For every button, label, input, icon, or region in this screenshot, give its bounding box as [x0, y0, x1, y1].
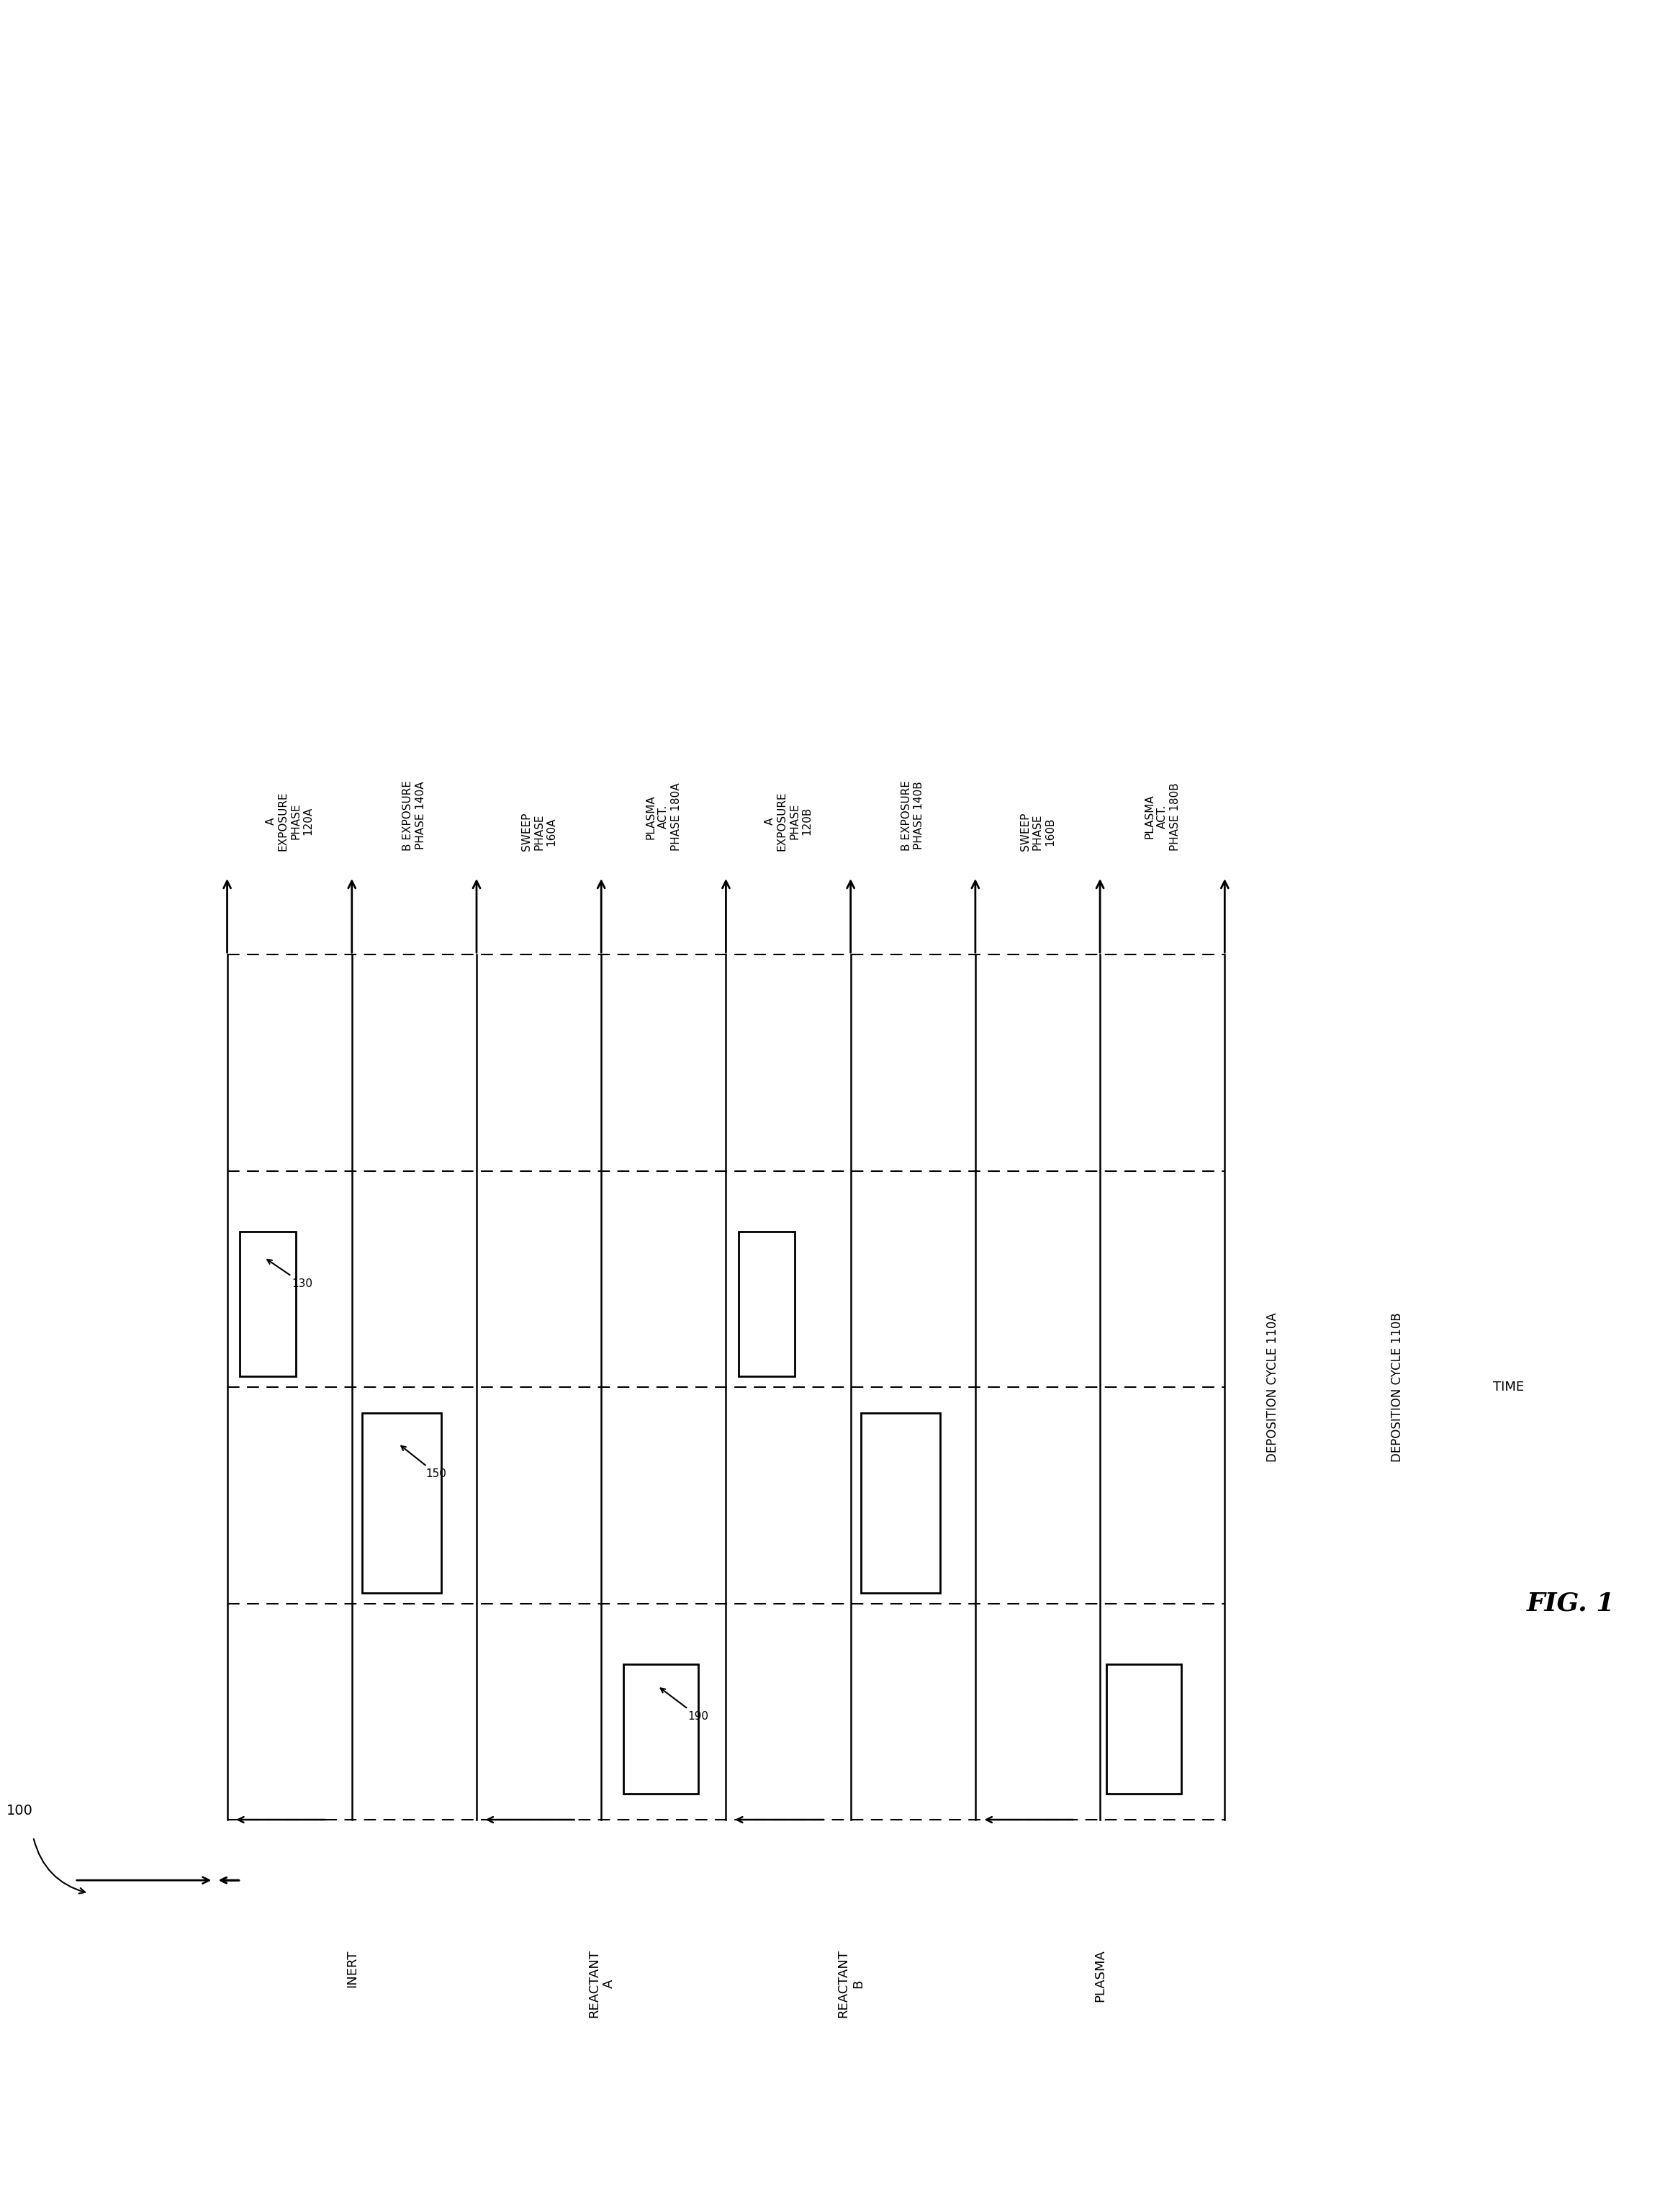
- Bar: [861, 1413, 940, 1453]
- Text: PLASMA
ACT.
PHASE 180B: PLASMA ACT. PHASE 180B: [1144, 783, 1180, 852]
- Bar: [624, 1663, 698, 1701]
- Bar: [861, 1413, 940, 1593]
- Text: DEPOSITION CYCLE 110A: DEPOSITION CYCLE 110A: [1267, 1312, 1279, 1462]
- Text: B EXPOSURE
PHASE 140B: B EXPOSURE PHASE 140B: [901, 781, 925, 852]
- Text: TIME: TIME: [1493, 1380, 1524, 1394]
- Text: B EXPOSURE
PHASE 140A: B EXPOSURE PHASE 140A: [403, 781, 426, 852]
- Bar: [624, 1701, 698, 1794]
- Text: DEPOSITION CYCLE 110B: DEPOSITION CYCLE 110B: [1391, 1312, 1404, 1462]
- Bar: [362, 1413, 441, 1593]
- Text: A
EXPOSURE
PHASE
120A: A EXPOSURE PHASE 120A: [265, 792, 314, 852]
- Text: 190: 190: [661, 1688, 708, 1721]
- Text: A
EXPOSURE
PHASE
120B: A EXPOSURE PHASE 120B: [763, 792, 812, 852]
- Bar: [1106, 1663, 1181, 1701]
- Text: PLASMA
ACT.
PHASE 180A: PLASMA ACT. PHASE 180A: [646, 783, 681, 852]
- Text: PLASMA: PLASMA: [1094, 1949, 1106, 2002]
- Bar: [362, 1413, 441, 1453]
- Bar: [240, 1274, 295, 1376]
- Bar: [738, 1232, 794, 1376]
- Text: INERT: INERT: [346, 1949, 359, 1986]
- Text: REACTANT
A: REACTANT A: [587, 1949, 616, 2017]
- Bar: [738, 1232, 794, 1274]
- Bar: [624, 1663, 698, 1794]
- Bar: [738, 1274, 794, 1376]
- Bar: [861, 1453, 940, 1593]
- Bar: [1106, 1701, 1181, 1794]
- Text: SWEEP
PHASE
160A: SWEEP PHASE 160A: [520, 812, 557, 852]
- Bar: [362, 1453, 441, 1593]
- Bar: [240, 1232, 295, 1274]
- Text: SWEEP
PHASE
160B: SWEEP PHASE 160B: [1020, 812, 1055, 852]
- Bar: [240, 1232, 295, 1376]
- Text: 130: 130: [267, 1259, 312, 1290]
- Text: FIG. 1: FIG. 1: [1527, 1590, 1616, 1615]
- Text: 150: 150: [401, 1447, 446, 1480]
- Text: 100: 100: [7, 1805, 32, 1818]
- Bar: [1106, 1663, 1181, 1794]
- Text: REACTANT
B: REACTANT B: [837, 1949, 864, 2017]
